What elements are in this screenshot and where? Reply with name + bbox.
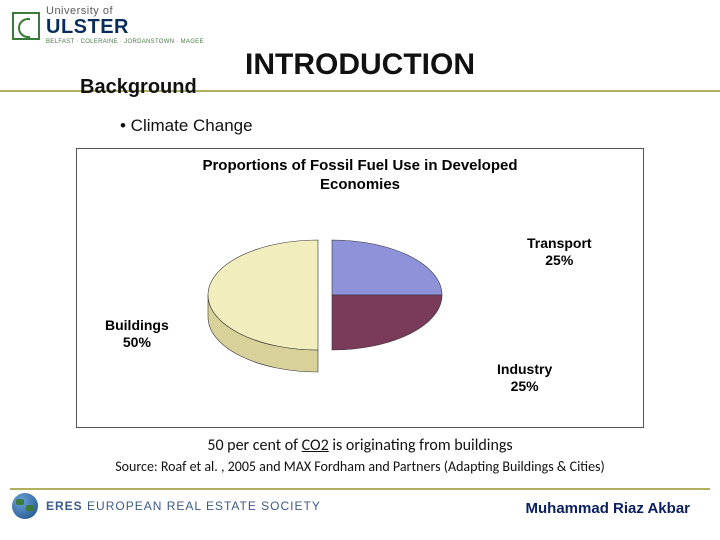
pie-chart xyxy=(207,225,457,375)
caption-part2: is originating from buildings xyxy=(329,436,513,455)
footer-society-prefix: ERES xyxy=(46,499,83,513)
label-industry: Industry 25% xyxy=(497,361,552,395)
chart-title-line1: Proportions of Fossil Fuel Use in Develo… xyxy=(202,157,517,174)
label-industry-pct: 25% xyxy=(511,378,539,394)
footer-author: Muhammad Riaz Akbar xyxy=(526,500,690,517)
label-transport-name: Transport xyxy=(527,235,592,251)
label-buildings-name: Buildings xyxy=(105,317,169,333)
bullet-climate-change: • Climate Change xyxy=(120,116,253,136)
globe-icon xyxy=(12,493,38,519)
label-buildings-pct: 50% xyxy=(123,334,151,350)
logo-university-big: ULSTER xyxy=(46,17,204,37)
caption-part1: 50 per cent of xyxy=(207,436,301,455)
footer-society-name: EUROPEAN REAL ESTATE SOCIETY xyxy=(87,499,321,513)
footer-rule xyxy=(10,488,710,490)
university-logo: University of ULSTER BELFAST · COLERAINE… xyxy=(12,6,204,45)
chart-title-line2: Economies xyxy=(320,176,400,193)
page-title: INTRODUCTION xyxy=(245,48,475,82)
caption-co2: CO2 xyxy=(302,436,329,455)
section-heading: Background xyxy=(80,76,197,99)
chart-source: Source: Roaf et al. , 2005 and MAX Fordh… xyxy=(0,458,720,475)
logo-text: University of ULSTER BELFAST · COLERAINE… xyxy=(46,6,204,45)
chart-title: Proportions of Fossil Fuel Use in Develo… xyxy=(77,157,643,195)
logo-campuses: BELFAST · COLERAINE · JORDANSTOWN · MAGE… xyxy=(46,39,204,45)
chart-caption: 50 per cent of CO2 is originating from b… xyxy=(0,436,720,455)
label-transport: Transport 25% xyxy=(527,235,592,269)
footer-society: ERES EUROPEAN REAL ESTATE SOCIETY xyxy=(46,499,321,513)
pie-svg-icon xyxy=(207,225,457,395)
label-transport-pct: 25% xyxy=(545,252,573,268)
label-buildings: Buildings 50% xyxy=(105,317,169,351)
logo-mark-icon xyxy=(12,12,40,40)
footer-society-logo: ERES EUROPEAN REAL ESTATE SOCIETY xyxy=(12,493,321,519)
pie-chart-frame: Proportions of Fossil Fuel Use in Develo… xyxy=(76,148,644,428)
label-industry-name: Industry xyxy=(497,361,552,377)
